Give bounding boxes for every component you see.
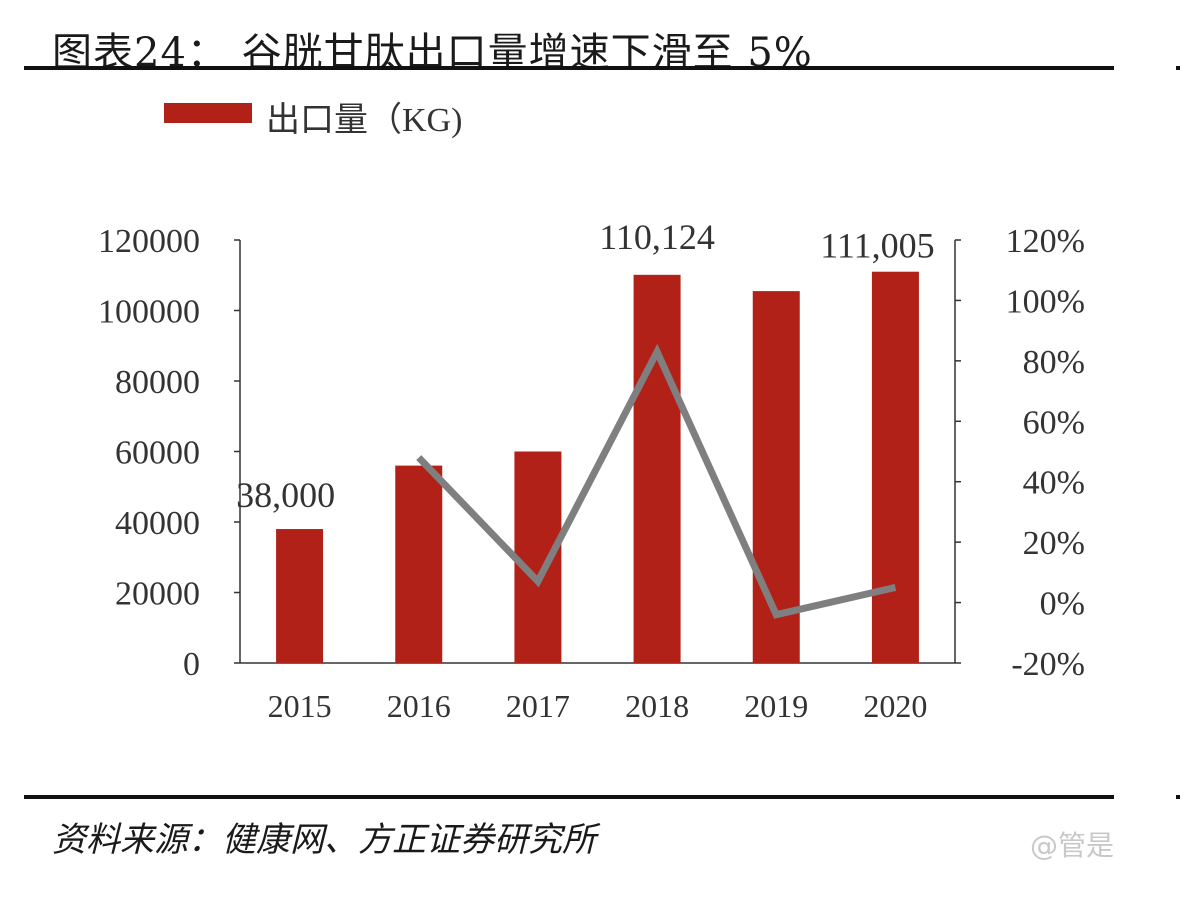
- right-tick-label: 80%: [1023, 344, 1085, 381]
- data-labels: 38,000 110,124 111,005: [236, 217, 934, 515]
- left-tick-label: 120000: [98, 223, 200, 260]
- top-rule: [24, 66, 1114, 70]
- source-note: 资料来源：健康网、方正证券研究所: [52, 820, 596, 860]
- x-tick-label: 2015: [268, 688, 332, 724]
- bottom-rule-dot: [1176, 795, 1180, 799]
- right-tick-label: 20%: [1023, 525, 1085, 562]
- legend: 出口量（KG): [164, 101, 462, 139]
- right-tick-label: 120%: [1006, 223, 1085, 260]
- legend-label: 出口量（KG): [266, 101, 462, 139]
- left-tick-label: 20000: [115, 576, 200, 613]
- data-label: 38,000: [236, 475, 335, 515]
- left-tick-label: 60000: [115, 435, 200, 472]
- right-tick-label: 60%: [1023, 404, 1085, 441]
- right-tick-label: -20%: [1011, 646, 1085, 683]
- x-tick-label: 2020: [863, 688, 927, 724]
- data-label: 110,124: [599, 217, 715, 257]
- growth-line-series: [416, 343, 897, 619]
- bar: [871, 271, 919, 663]
- left-tick-label: 100000: [98, 294, 200, 331]
- bar: [395, 465, 443, 663]
- left-tick-label: 0: [183, 646, 200, 683]
- left-tick-label: 80000: [115, 364, 200, 401]
- bar: [752, 291, 800, 663]
- axes: 0 20000 40000 60000 80000 100000 120000 -20% 0% 2…: [98, 223, 1085, 724]
- x-tick-label: 2017: [506, 688, 570, 724]
- x-tick-label: 2018: [625, 688, 689, 724]
- right-tick-label: 40%: [1023, 465, 1085, 502]
- x-tick-label: 2019: [744, 688, 808, 724]
- legend-swatch: [164, 103, 252, 123]
- bar: [633, 274, 681, 663]
- data-label: 111,005: [820, 226, 934, 266]
- watermark: @管是: [1030, 829, 1115, 862]
- bottom-rule: [24, 795, 1114, 799]
- x-tick-label: 2016: [387, 688, 451, 724]
- right-tick-label: 100%: [1006, 283, 1085, 320]
- top-rule-dot: [1176, 66, 1180, 70]
- right-tick-label: 0%: [1040, 586, 1085, 623]
- left-tick-label: 40000: [115, 505, 200, 542]
- bar: [276, 529, 324, 663]
